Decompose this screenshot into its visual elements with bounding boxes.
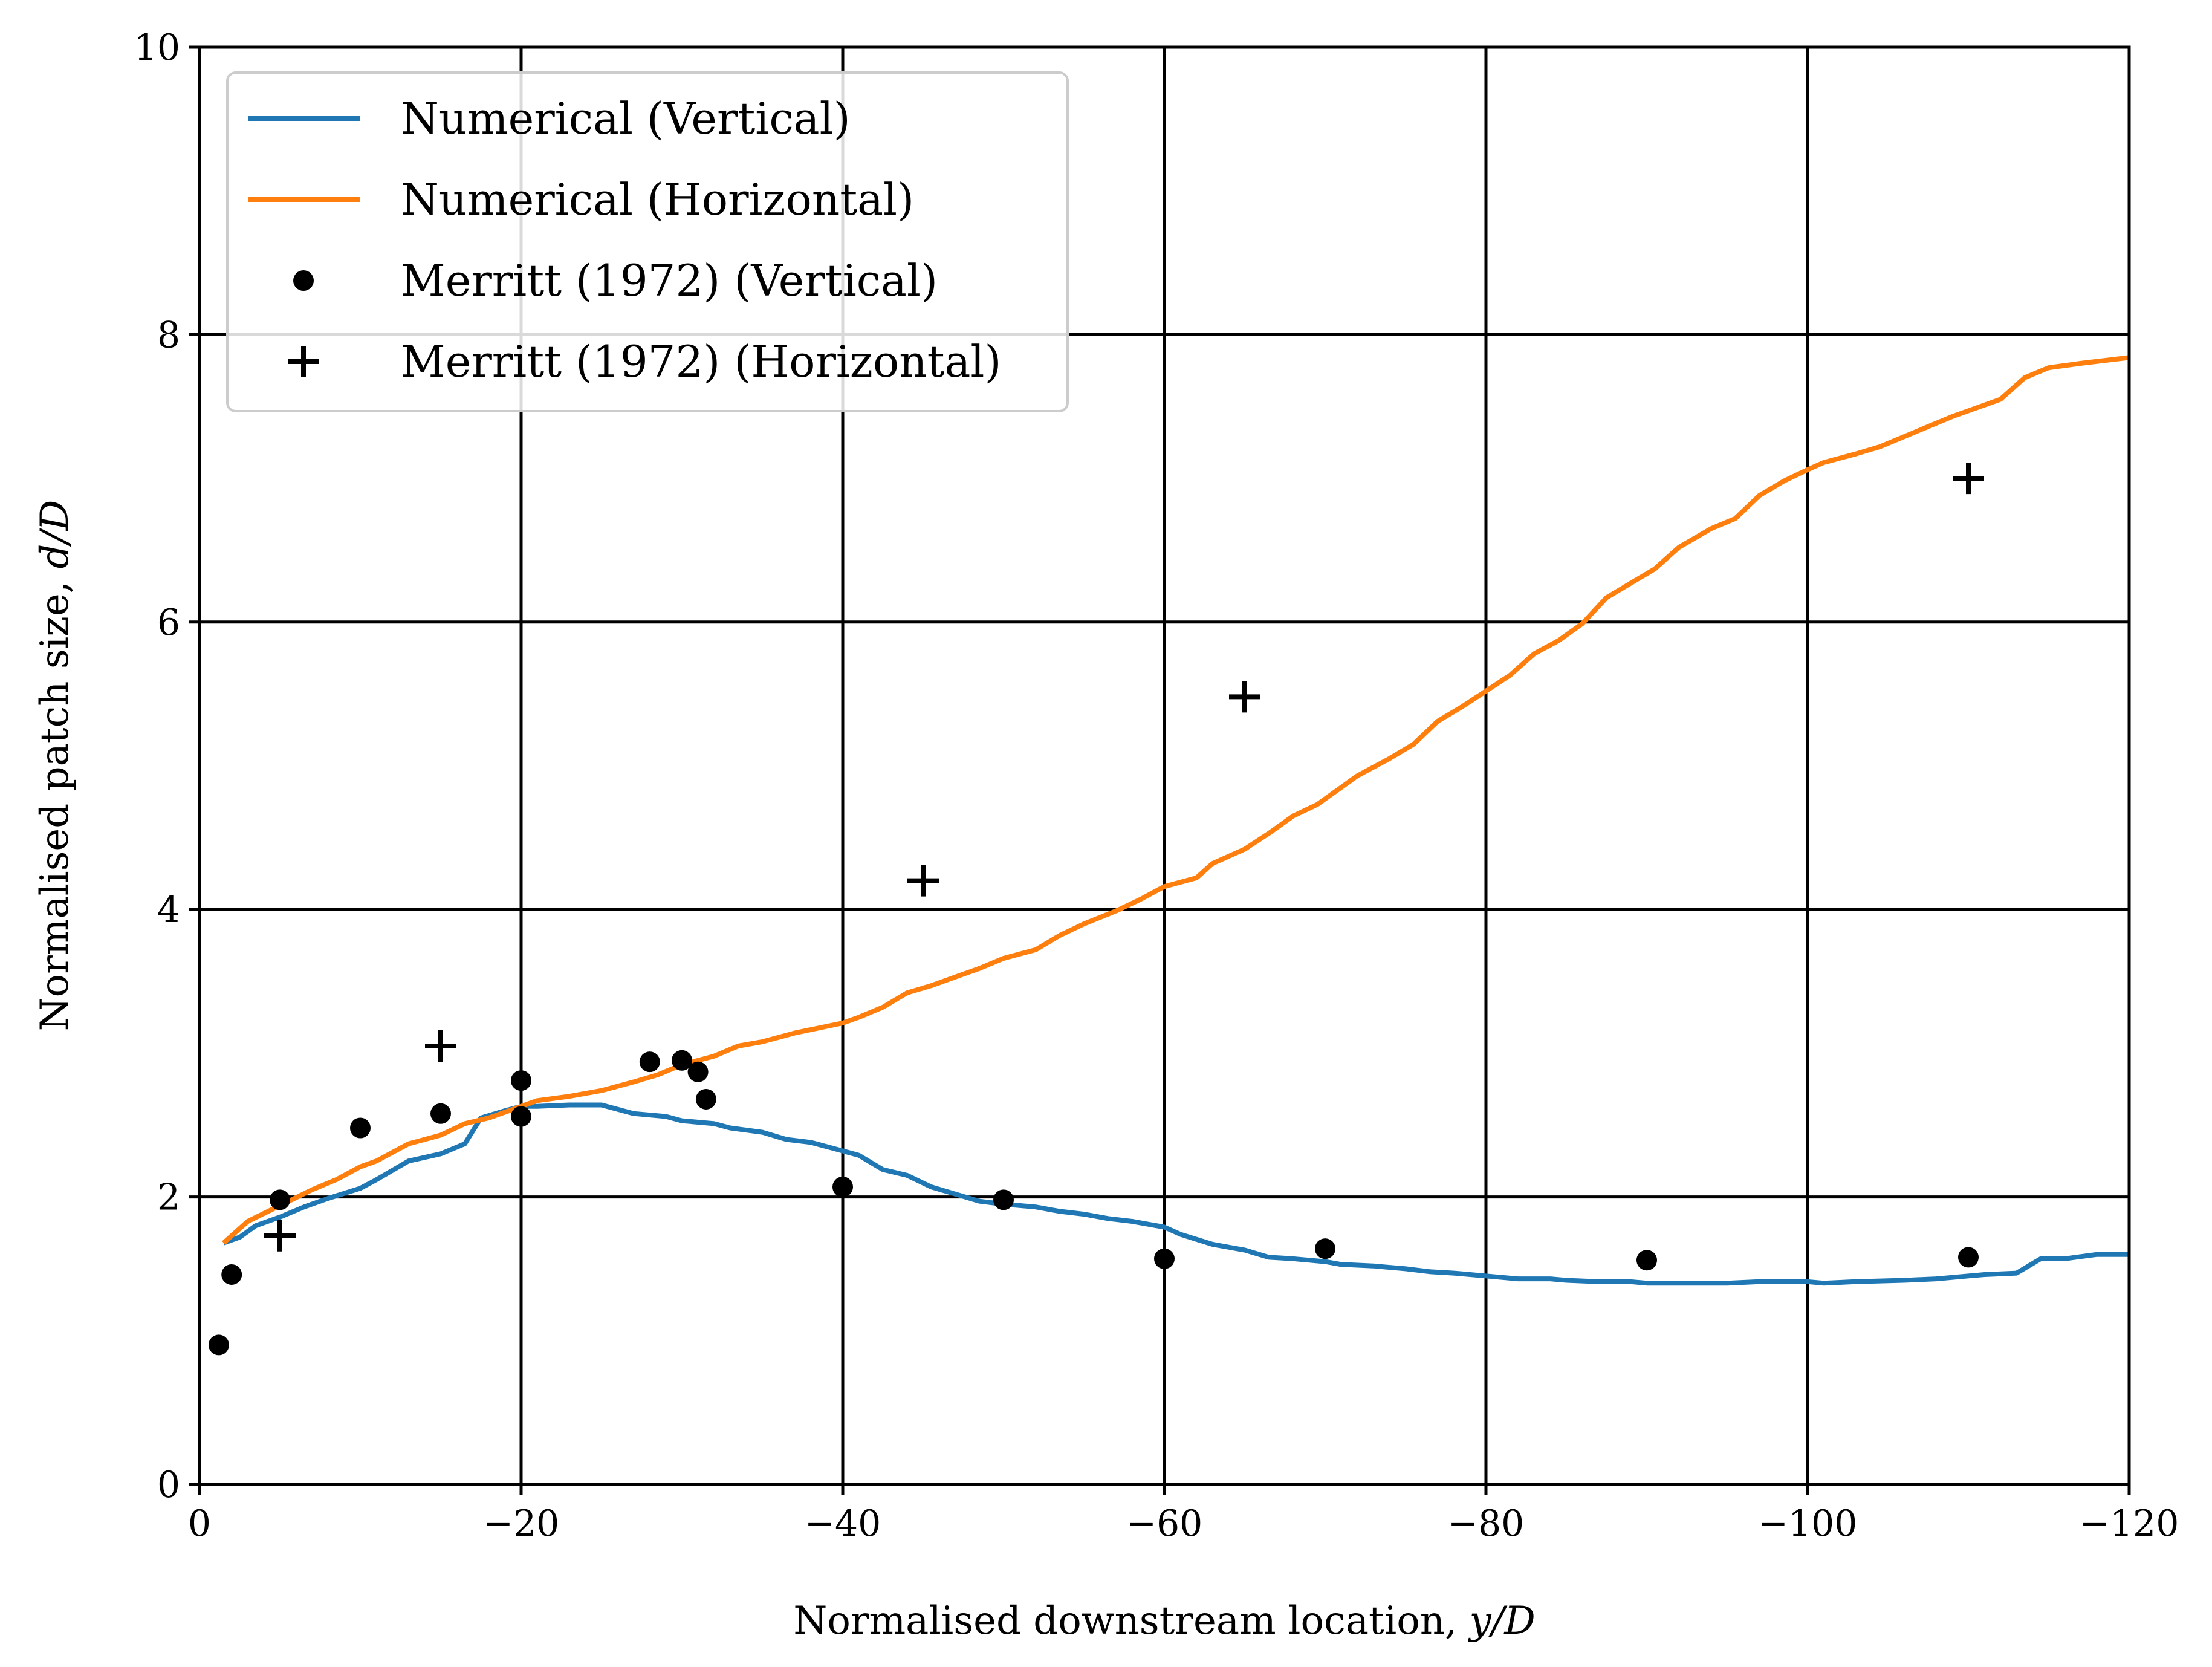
legend-label-numerical-horizontal: Numerical (Horizontal): [401, 174, 914, 225]
y-tick-label-4: 8: [157, 314, 180, 356]
legend-frame: [226, 71, 1069, 412]
legend-label-merritt-horizontal: Merritt (1972) (Horizontal): [401, 336, 1002, 387]
data-point-merritt-1972-vertical-13: [1154, 1248, 1175, 1269]
x-tick-label-4: −80: [1448, 1503, 1525, 1545]
legend-marker-merritt-vertical: [293, 270, 314, 291]
x-tick-label-2: −40: [805, 1503, 881, 1545]
data-point-merritt-1972-vertical-11: [832, 1176, 853, 1197]
y-tick-label-1: 2: [157, 1177, 180, 1219]
series-merritt-1972-horizontal: [264, 463, 1984, 1252]
y-tick-label-3: 6: [157, 602, 180, 644]
data-point-merritt-1972-vertical-0: [208, 1334, 229, 1356]
legend: Numerical (Vertical) Numerical (Horizont…: [226, 71, 1069, 412]
y-tick-label-5: 10: [134, 27, 180, 69]
series-line-numerical-horizontal: [222, 355, 2130, 1245]
x-tick-label-5: −100: [1758, 1503, 1858, 1545]
data-point-merritt-1972-horizontal-3: [1229, 681, 1260, 713]
data-point-merritt-1972-horizontal-2: [907, 865, 939, 897]
y-axis-label: Normalised patch size, d/D: [33, 500, 77, 1032]
x-tick-label-3: −60: [1126, 1503, 1203, 1545]
data-point-merritt-1972-vertical-3: [350, 1117, 371, 1139]
data-point-merritt-1972-vertical-8: [672, 1050, 692, 1071]
data-point-merritt-1972-vertical-15: [1636, 1250, 1657, 1271]
data-point-merritt-1972-vertical-9: [687, 1061, 709, 1082]
data-series: [208, 355, 2130, 1356]
data-point-merritt-1972-vertical-12: [993, 1189, 1014, 1210]
data-point-merritt-1972-vertical-16: [1958, 1247, 1979, 1268]
data-point-merritt-1972-vertical-6: [511, 1106, 531, 1127]
data-point-merritt-1972-vertical-5: [511, 1070, 531, 1091]
x-axis-label: Normalised downstream location, y/D: [793, 1599, 1535, 1643]
data-point-merritt-1972-vertical-14: [1315, 1238, 1335, 1259]
legend-label-merritt-vertical: Merritt (1972) (Vertical): [401, 255, 938, 306]
data-point-merritt-1972-vertical-2: [270, 1189, 290, 1210]
data-point-merritt-1972-horizontal-0: [264, 1220, 296, 1252]
data-point-merritt-1972-vertical-1: [221, 1264, 242, 1285]
legend-marker-merritt-horizontal: [288, 346, 319, 377]
series-merritt-1972-vertical: [208, 1050, 1979, 1356]
data-point-merritt-1972-vertical-7: [639, 1051, 660, 1073]
series-numerical-horizontal: [222, 355, 2130, 1245]
y-tick-label-0: 0: [157, 1464, 180, 1506]
x-tick-label-0: 0: [188, 1503, 211, 1545]
y-tick-label-2: 4: [157, 889, 180, 931]
axis-ticks: 0 −20 −40 −60 −80 −100 −120 0 2 4 6 8 10: [134, 27, 2179, 1545]
data-point-merritt-1972-horizontal-4: [1953, 463, 1984, 495]
data-point-merritt-1972-vertical-10: [695, 1088, 716, 1110]
x-tick-label-1: −20: [483, 1503, 560, 1545]
data-point-merritt-1972-vertical-4: [430, 1103, 451, 1124]
x-tick-label-6: −120: [2080, 1503, 2179, 1545]
data-point-merritt-1972-horizontal-1: [425, 1030, 456, 1062]
legend-label-numerical-vertical: Numerical (Vertical): [401, 93, 851, 144]
